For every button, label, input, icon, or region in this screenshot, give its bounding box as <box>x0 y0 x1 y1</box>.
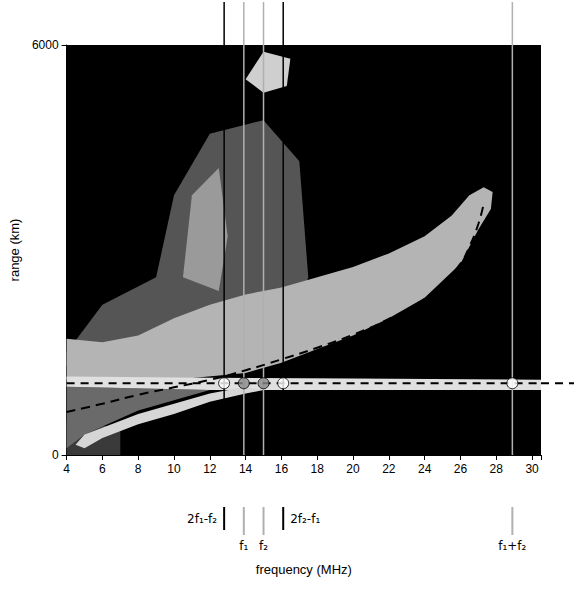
svg-text:frequency (MHz): frequency (MHz) <box>256 562 352 577</box>
svg-text:4: 4 <box>63 462 70 476</box>
svg-text:12: 12 <box>203 462 217 476</box>
svg-text:28: 28 <box>490 462 504 476</box>
svg-text:14: 14 <box>239 462 253 476</box>
svg-text:18: 18 <box>311 462 325 476</box>
svg-text:2f₂-f₁: 2f₂-f₁ <box>290 512 320 526</box>
svg-text:0: 0 <box>52 448 59 462</box>
svg-text:6: 6 <box>99 462 106 476</box>
svg-text:range (km): range (km) <box>7 219 22 282</box>
svg-text:10: 10 <box>167 462 181 476</box>
svg-text:6000: 6000 <box>32 38 59 52</box>
svg-text:24: 24 <box>418 462 432 476</box>
svg-text:f₁+f₂: f₁+f₂ <box>498 539 526 553</box>
svg-text:16: 16 <box>275 462 289 476</box>
svg-text:26: 26 <box>454 462 468 476</box>
svg-text:22: 22 <box>382 462 396 476</box>
svg-text:f₁: f₁ <box>239 539 248 553</box>
svg-text:2f₁-f₂: 2f₁-f₂ <box>187 512 217 526</box>
svg-text:30: 30 <box>525 462 539 476</box>
svg-text:f₂: f₂ <box>259 539 268 553</box>
svg-text:20: 20 <box>346 462 360 476</box>
svg-text:8: 8 <box>135 462 142 476</box>
